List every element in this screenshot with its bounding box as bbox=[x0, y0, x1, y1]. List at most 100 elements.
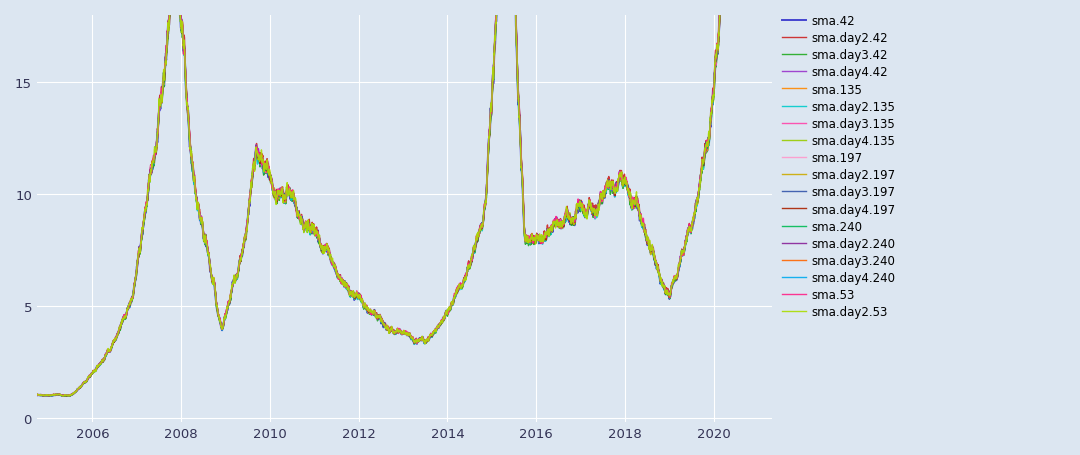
sma.day2.197 bbox=[63, 393, 76, 399]
sma.day4.197 bbox=[433, 324, 446, 329]
sma.day2.53 bbox=[596, 194, 609, 200]
sma.day4.240 bbox=[30, 392, 43, 398]
sma.197 bbox=[706, 96, 719, 101]
sma.197 bbox=[136, 225, 149, 230]
sma.day2.42 bbox=[30, 392, 43, 398]
sma.day2.240 bbox=[30, 393, 43, 398]
sma.135 bbox=[433, 321, 446, 326]
sma.day2.135 bbox=[103, 349, 116, 354]
sma.day4.135 bbox=[706, 99, 719, 105]
sma.day2.197 bbox=[706, 99, 719, 105]
sma.197 bbox=[433, 322, 446, 328]
sma.53 bbox=[56, 393, 69, 399]
sma.day3.240 bbox=[433, 322, 446, 327]
Line: sma.day2.135: sma.day2.135 bbox=[37, 0, 771, 396]
sma.240 bbox=[706, 97, 719, 102]
sma.197 bbox=[596, 197, 609, 202]
sma.day4.42 bbox=[136, 223, 149, 229]
sma.day2.135 bbox=[706, 103, 719, 108]
sma.day2.240 bbox=[42, 393, 55, 399]
sma.day3.135 bbox=[433, 322, 446, 327]
sma.day2.42 bbox=[103, 348, 116, 354]
sma.day2.42 bbox=[706, 88, 719, 94]
Line: sma.240: sma.240 bbox=[37, 0, 771, 396]
sma.day3.42 bbox=[136, 229, 149, 235]
sma.135 bbox=[42, 393, 55, 399]
sma.day4.197 bbox=[706, 96, 719, 101]
sma.day3.42 bbox=[596, 200, 609, 206]
sma.day2.240 bbox=[103, 349, 116, 354]
sma.day4.197 bbox=[596, 197, 609, 203]
Line: sma.day2.42: sma.day2.42 bbox=[37, 0, 771, 396]
Legend: sma.42, sma.day2.42, sma.day3.42, sma.day4.42, sma.135, sma.day2.135, sma.day3.1: sma.42, sma.day2.42, sma.day3.42, sma.da… bbox=[781, 14, 897, 320]
sma.135 bbox=[103, 348, 116, 353]
sma.day2.53 bbox=[706, 95, 719, 100]
Line: sma.day2.240: sma.day2.240 bbox=[37, 0, 771, 396]
Line: sma.day4.240: sma.day4.240 bbox=[37, 0, 771, 396]
sma.day2.197 bbox=[136, 227, 149, 232]
sma.day4.135 bbox=[136, 225, 149, 231]
sma.day3.240 bbox=[136, 225, 149, 231]
sma.day4.135 bbox=[103, 349, 116, 354]
sma.day4.240 bbox=[136, 225, 149, 230]
sma.day2.135 bbox=[596, 197, 609, 202]
sma.day2.197 bbox=[30, 392, 43, 398]
sma.day2.240 bbox=[433, 322, 446, 328]
Line: sma.day3.135: sma.day3.135 bbox=[37, 0, 771, 396]
sma.day3.42 bbox=[103, 349, 116, 354]
sma.42 bbox=[706, 96, 719, 101]
sma.day4.135 bbox=[433, 323, 446, 328]
sma.53 bbox=[433, 322, 446, 328]
sma.day3.197 bbox=[103, 348, 116, 353]
sma.53 bbox=[136, 225, 149, 231]
sma.day4.42 bbox=[30, 393, 43, 398]
sma.day3.135 bbox=[30, 392, 43, 397]
sma.day3.197 bbox=[596, 195, 609, 201]
Line: sma.day3.240: sma.day3.240 bbox=[37, 0, 771, 396]
Line: sma.day4.197: sma.day4.197 bbox=[37, 0, 771, 396]
sma.day2.53 bbox=[103, 349, 116, 354]
sma.135 bbox=[596, 194, 609, 199]
sma.day3.135 bbox=[706, 96, 719, 101]
sma.day3.135 bbox=[103, 348, 116, 353]
sma.day4.240 bbox=[103, 348, 116, 354]
sma.day2.197 bbox=[596, 199, 609, 204]
Line: sma.day2.197: sma.day2.197 bbox=[37, 0, 771, 396]
sma.42 bbox=[433, 321, 446, 327]
sma.day3.197 bbox=[136, 224, 149, 229]
sma.197 bbox=[103, 349, 116, 354]
sma.day3.135 bbox=[136, 223, 149, 228]
sma.53 bbox=[596, 197, 609, 203]
sma.53 bbox=[30, 392, 43, 397]
sma.day2.42 bbox=[596, 192, 609, 197]
sma.day2.240 bbox=[596, 196, 609, 201]
sma.240 bbox=[433, 323, 446, 329]
sma.day3.240 bbox=[596, 195, 609, 200]
sma.day4.42 bbox=[706, 102, 719, 108]
sma.day2.135 bbox=[56, 394, 69, 399]
sma.day3.42 bbox=[30, 392, 43, 398]
Line: sma.day4.42: sma.day4.42 bbox=[37, 0, 771, 396]
sma.42 bbox=[136, 227, 149, 233]
sma.day4.240 bbox=[596, 196, 609, 201]
sma.day2.42 bbox=[433, 322, 446, 328]
sma.day3.42 bbox=[706, 101, 719, 107]
Line: sma.53: sma.53 bbox=[37, 0, 771, 396]
sma.day2.53 bbox=[433, 321, 446, 327]
sma.day4.42 bbox=[596, 194, 609, 199]
sma.day4.240 bbox=[433, 322, 446, 328]
sma.day2.42 bbox=[56, 393, 69, 399]
sma.day2.240 bbox=[136, 225, 149, 230]
sma.240 bbox=[103, 349, 116, 354]
Line: sma.day3.42: sma.day3.42 bbox=[37, 0, 771, 396]
sma.day2.53 bbox=[30, 392, 43, 397]
sma.day3.42 bbox=[57, 394, 70, 399]
sma.day4.197 bbox=[30, 392, 43, 398]
sma.day2.197 bbox=[103, 349, 116, 354]
Line: sma.197: sma.197 bbox=[37, 0, 771, 396]
sma.day3.240 bbox=[103, 348, 116, 354]
sma.42 bbox=[30, 392, 43, 397]
sma.day2.135 bbox=[30, 392, 43, 398]
sma.197 bbox=[30, 392, 43, 398]
sma.day3.197 bbox=[30, 392, 43, 398]
